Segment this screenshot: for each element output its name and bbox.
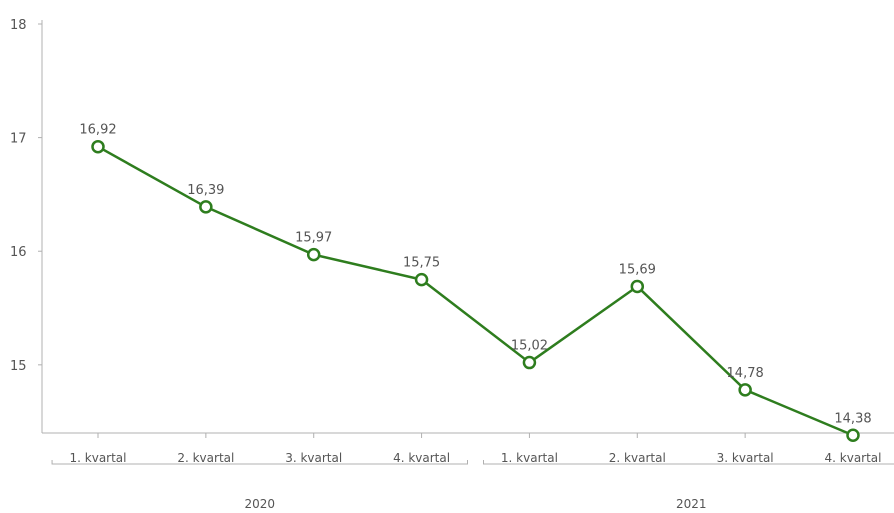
data-label: 15,69 xyxy=(619,262,656,277)
y-tick-label: 15 xyxy=(10,359,27,374)
data-label: 15,97 xyxy=(295,231,332,246)
series-group xyxy=(91,139,860,443)
y-tick-label: 18 xyxy=(10,18,27,33)
data-point xyxy=(738,383,752,397)
group-bracket xyxy=(51,460,468,465)
data-label: 14,38 xyxy=(834,411,871,426)
data-label: 16,39 xyxy=(187,183,224,198)
y-tick-label: 17 xyxy=(10,132,27,147)
x-axis-groups: 2020 2021 xyxy=(51,460,894,511)
data-label: 16,92 xyxy=(79,123,116,138)
axes xyxy=(41,20,894,434)
group-bracket xyxy=(483,460,894,465)
x-tick-label: 2. kvartal xyxy=(177,451,234,465)
x-tick-label: 2. kvartal xyxy=(609,451,666,465)
y-tick-label: 16 xyxy=(10,245,27,260)
data-point xyxy=(91,139,105,154)
x-tick-label: 3. kvartal xyxy=(285,451,342,465)
data-point xyxy=(199,200,213,214)
x-tick-label: 1. kvartal xyxy=(70,451,127,465)
data-point xyxy=(306,247,321,262)
data-label: 15,02 xyxy=(511,339,548,354)
x-tick-label: 4. kvartal xyxy=(825,451,882,465)
y-axis-ticks: 15 16 17 18 xyxy=(10,18,42,374)
data-label: 15,75 xyxy=(403,256,440,271)
series-line xyxy=(97,145,854,437)
group-label: 2021 xyxy=(676,497,707,511)
data-point xyxy=(630,279,645,294)
group-label: 2020 xyxy=(245,497,276,511)
data-labels: 16,92 16,39 15,97 15,75 15,02 15,69 14,78 14,38 xyxy=(79,123,871,427)
data-point xyxy=(846,428,860,443)
x-tick-label: 3. kvartal xyxy=(717,451,774,465)
x-tick-label: 4. kvartal xyxy=(393,451,450,465)
x-tick-label: 1. kvartal xyxy=(501,451,558,465)
data-point xyxy=(522,355,537,370)
data-point xyxy=(414,272,429,287)
x-axis-ticks: 1. kvartal 2. kvartal 3. kvartal 4. kvartal… xyxy=(70,433,882,465)
data-label: 14,78 xyxy=(727,366,764,381)
